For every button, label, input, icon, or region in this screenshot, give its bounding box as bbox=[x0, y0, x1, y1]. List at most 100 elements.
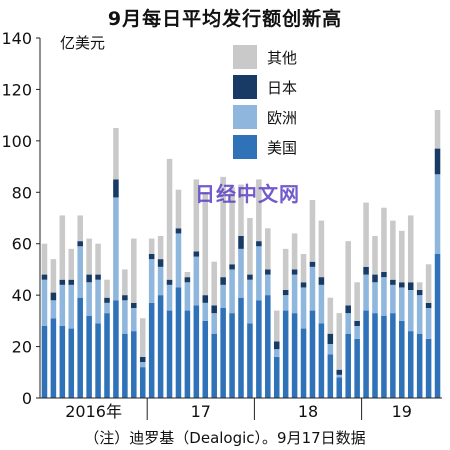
bar-segment-us-27 bbox=[273, 356, 280, 398]
bar-segment-us-19 bbox=[202, 320, 209, 398]
bar-stack-5 bbox=[77, 215, 83, 398]
bar-segment-japan-44 bbox=[425, 302, 432, 308]
y-tick-label-20: 20 bbox=[12, 338, 32, 357]
bar-stack-3 bbox=[59, 215, 66, 398]
bar-stack-34 bbox=[336, 313, 343, 398]
bar-stack-29 bbox=[291, 233, 298, 398]
bar-segment-europe-14 bbox=[157, 266, 164, 296]
bar-segment-other-2 bbox=[50, 259, 57, 293]
bar-segment-other-36 bbox=[354, 282, 360, 321]
bar-segment-europe-44 bbox=[425, 308, 432, 339]
bar-stack-25 bbox=[256, 179, 262, 398]
bar-segment-japan-32 bbox=[318, 277, 325, 285]
bar-segment-us-11 bbox=[131, 331, 137, 398]
bar-stack-44 bbox=[425, 264, 432, 398]
bar-segment-japan-42 bbox=[407, 282, 414, 290]
chart-title: 9月每日平均发行额创新高 bbox=[107, 8, 343, 30]
bar-stack-41 bbox=[399, 230, 405, 398]
bar-segment-other-27 bbox=[273, 310, 280, 342]
bar-segment-europe-22 bbox=[229, 269, 235, 314]
bar-segment-japan-19 bbox=[202, 295, 209, 303]
bar-segment-europe-32 bbox=[318, 284, 325, 324]
bar-segment-japan-31 bbox=[309, 261, 316, 267]
bar-segment-japan-39 bbox=[381, 272, 387, 278]
bar-segment-other-44 bbox=[425, 264, 432, 303]
bar-segment-japan-35 bbox=[345, 305, 351, 314]
bar-segment-us-45 bbox=[434, 254, 441, 398]
bar-stack-42 bbox=[407, 215, 414, 398]
bar-segment-japan-8 bbox=[104, 297, 110, 303]
bar-segment-japan-2 bbox=[50, 292, 57, 301]
bar-segment-us-13 bbox=[148, 302, 155, 398]
bar-segment-us-22 bbox=[229, 313, 235, 398]
bar-stack-35 bbox=[345, 241, 351, 398]
y-tick-label-120: 120 bbox=[1, 80, 32, 99]
bar-segment-us-37 bbox=[363, 310, 369, 398]
bar-segment-europe-35 bbox=[345, 313, 351, 334]
bar-segment-japan-17 bbox=[184, 277, 191, 283]
bar-segment-other-40 bbox=[390, 220, 396, 280]
bar-segment-other-35 bbox=[345, 241, 351, 306]
bar-stack-40 bbox=[390, 220, 396, 398]
legend-swatch-japan bbox=[233, 75, 257, 99]
bar-segment-us-20 bbox=[211, 333, 217, 398]
bar-segment-other-20 bbox=[211, 261, 217, 306]
bar-segment-europe-43 bbox=[416, 295, 423, 334]
bar-segment-europe-10 bbox=[122, 300, 128, 334]
bar-segment-us-28 bbox=[282, 310, 289, 398]
y-tick-label-140: 140 bbox=[1, 29, 32, 48]
bar-segment-europe-20 bbox=[211, 313, 217, 334]
bar-segment-us-44 bbox=[425, 338, 432, 398]
bar-segment-japan-26 bbox=[265, 269, 271, 275]
bar-segment-us-4 bbox=[68, 328, 75, 398]
watermark-text: 日经中文网 bbox=[195, 182, 300, 206]
legend-item-us: 美国 bbox=[233, 135, 297, 159]
bar-segment-europe-40 bbox=[390, 284, 396, 314]
bar-segment-europe-42 bbox=[407, 290, 414, 332]
bar-segment-other-34 bbox=[336, 313, 343, 370]
bar-segment-us-26 bbox=[265, 295, 271, 398]
bar-segment-japan-7 bbox=[95, 274, 101, 280]
bar-segment-us-3 bbox=[59, 326, 66, 398]
bar-segment-europe-5 bbox=[77, 246, 83, 298]
bar-segment-japan-1 bbox=[41, 274, 48, 280]
bar-segment-europe-8 bbox=[104, 302, 110, 314]
bar-segment-japan-38 bbox=[372, 274, 378, 283]
bar-segment-europe-38 bbox=[372, 282, 378, 314]
bar-segment-us-39 bbox=[381, 315, 387, 398]
bar-segment-other-30 bbox=[300, 254, 307, 283]
bar-segment-japan-34 bbox=[336, 369, 343, 375]
bar-segment-other-18 bbox=[193, 179, 200, 252]
bar-segment-other-15 bbox=[166, 158, 173, 280]
legend-item-europe: 欧洲 bbox=[233, 105, 297, 129]
bar-segment-japan-4 bbox=[68, 279, 75, 285]
legend-label-us: 美国 bbox=[267, 138, 298, 157]
bar-stack-14 bbox=[157, 236, 164, 398]
bar-segment-europe-24 bbox=[247, 279, 253, 324]
bar-segment-japan-13 bbox=[148, 254, 155, 260]
bar-segment-japan-18 bbox=[193, 251, 200, 257]
bar-stack-13 bbox=[148, 238, 155, 398]
bar-segment-japan-36 bbox=[354, 320, 360, 326]
bar-segment-europe-13 bbox=[148, 259, 155, 303]
bar-segment-us-40 bbox=[390, 313, 396, 398]
bar-segment-japan-5 bbox=[77, 241, 83, 247]
bar-segment-other-16 bbox=[175, 189, 182, 229]
bar-segment-us-35 bbox=[345, 333, 351, 398]
bar-segment-other-14 bbox=[157, 236, 164, 260]
bar-segment-japan-12 bbox=[139, 356, 146, 362]
bar-segment-other-28 bbox=[282, 248, 289, 290]
bar-segment-other-38 bbox=[372, 236, 378, 275]
bar-segment-europe-33 bbox=[327, 344, 334, 355]
bar-segment-japan-37 bbox=[363, 266, 369, 275]
bar-segment-europe-29 bbox=[291, 274, 298, 314]
bar-segment-europe-21 bbox=[220, 284, 226, 308]
bar-segment-other-10 bbox=[122, 269, 128, 296]
bar-segment-europe-17 bbox=[184, 282, 191, 311]
y-tick-label-40: 40 bbox=[12, 286, 32, 305]
bar-segment-japan-14 bbox=[157, 259, 164, 267]
x-year-label-3: 18 bbox=[298, 402, 318, 421]
bar-segment-europe-12 bbox=[139, 362, 146, 368]
bar-segment-other-5 bbox=[77, 215, 83, 242]
